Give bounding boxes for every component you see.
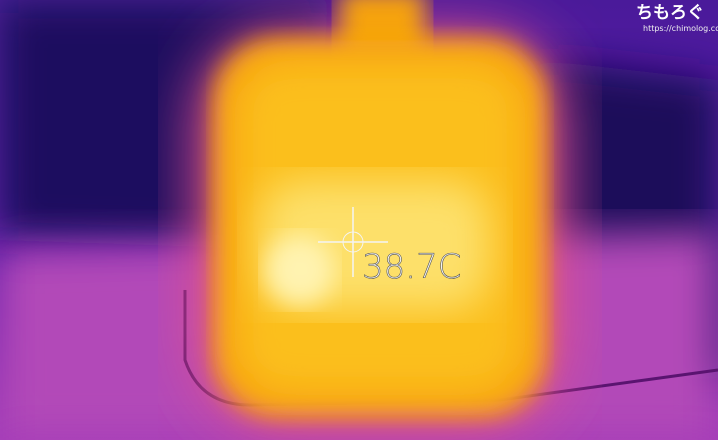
watermark-url: https://chimolog.co/ xyxy=(643,24,718,33)
crosshair xyxy=(318,207,388,277)
temperature-readout: 38.7C xyxy=(362,247,461,287)
watermark-logo: ちもろぐ xyxy=(636,3,704,23)
hot-spot xyxy=(265,235,335,305)
